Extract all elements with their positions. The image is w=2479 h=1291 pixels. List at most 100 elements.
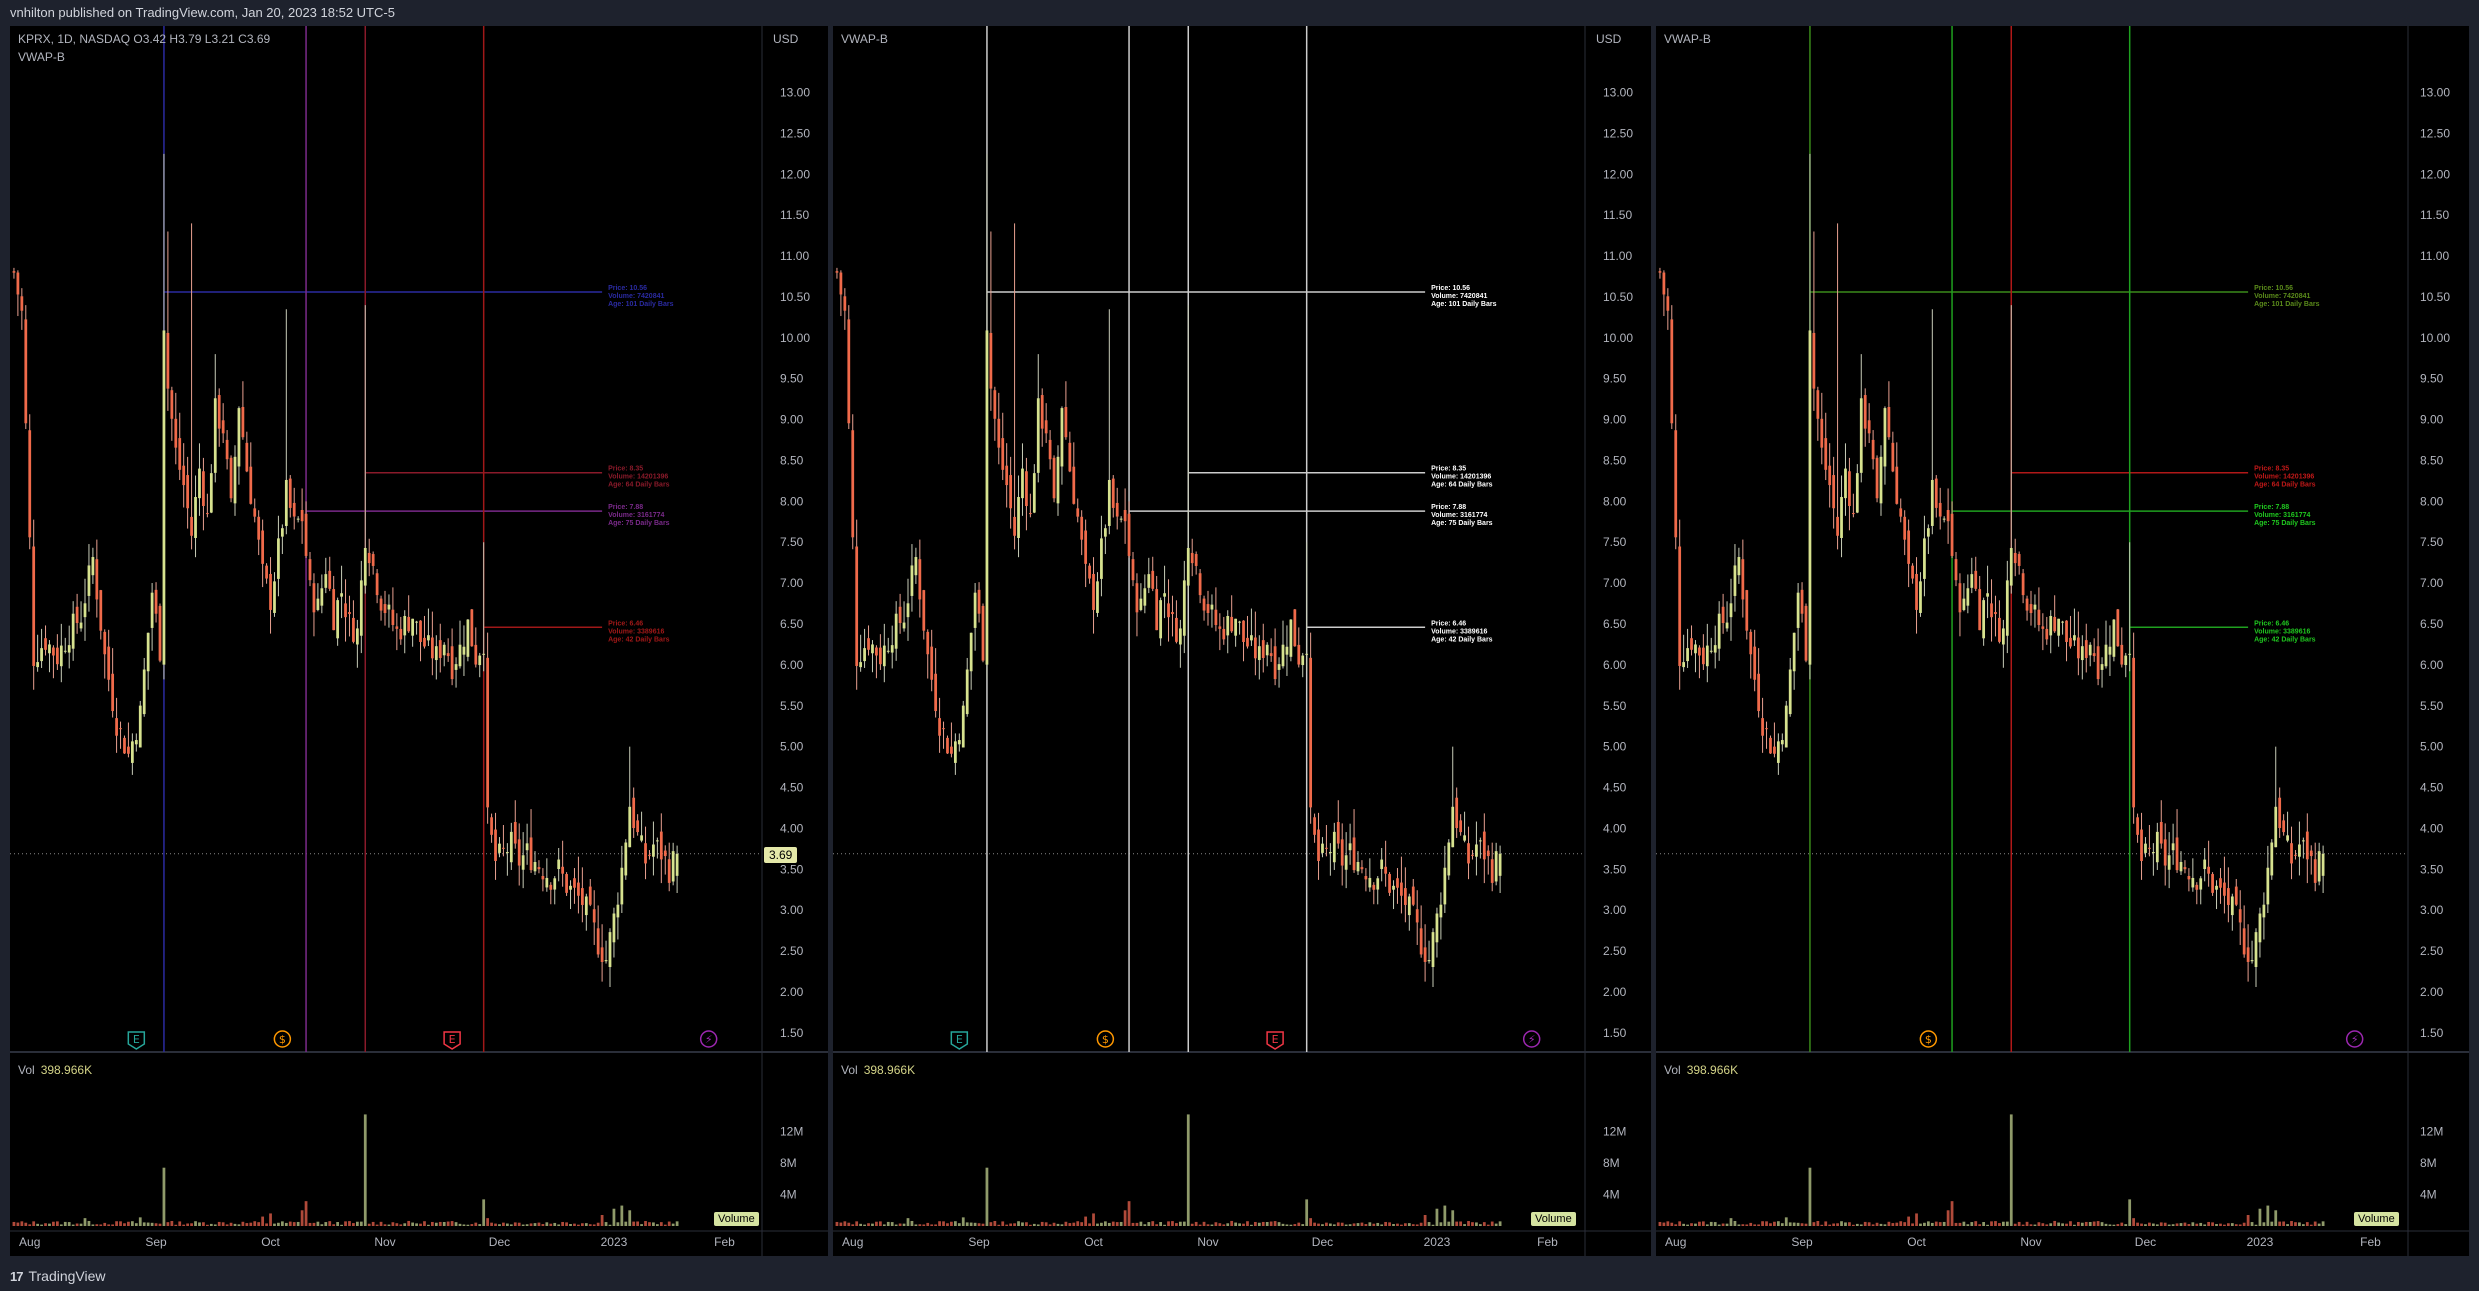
earnings-marker-icon	[127, 1031, 146, 1050]
anchor-price-label: Price: 7.88	[2254, 504, 2289, 511]
volume-bar	[1175, 1223, 1178, 1226]
candle-body	[1800, 589, 1804, 614]
volume-bar	[1475, 1222, 1478, 1226]
candle-body	[1891, 442, 1895, 472]
anchor-price-label: Price: 8.35	[2254, 466, 2289, 473]
tradingview-logo-icon[interactable]: 17	[10, 1269, 24, 1284]
candle-body	[1210, 604, 1214, 610]
volume-bar	[1403, 1223, 1407, 1226]
volume-bar	[1131, 1222, 1135, 1226]
candle-body	[1998, 617, 2001, 642]
volume-bar	[1482, 1222, 1486, 1226]
candle-body	[608, 932, 612, 968]
candle-body	[1305, 653, 1309, 655]
volume-bar	[1056, 1223, 1060, 1226]
x-tick-label: 2023	[601, 1235, 628, 1249]
volume-bar	[1064, 1221, 1068, 1226]
indicator-label[interactable]: VWAP-B	[1664, 32, 1711, 46]
candle-body	[561, 866, 565, 874]
chart-svg-middle[interactable]: 13.00 12.50 12.00 11.50 11.00 10.50 10.00 9.50 9…	[833, 26, 1651, 1256]
y-tick-label: 8.00	[780, 494, 804, 508]
candle-body	[1321, 843, 1324, 853]
y-tick-label: 2.50	[1603, 944, 1627, 958]
volume-bar	[1694, 1223, 1697, 1226]
volume-bar	[1356, 1223, 1360, 1226]
candle-body	[1194, 554, 1198, 566]
candle-body	[2132, 657, 2136, 808]
candle-body	[2076, 637, 2080, 659]
candle-body	[977, 589, 981, 614]
volume-bar	[1115, 1222, 1119, 1226]
anchor-age-label: Age: 64 Daily Bars	[1431, 482, 1493, 489]
candle-body	[565, 874, 568, 893]
indicator-label[interactable]: VWAP-B	[841, 32, 888, 46]
volume-bar	[1443, 1205, 1447, 1226]
symbol-info: KPRX, 1D, NASDAQ	[18, 32, 131, 46]
candle-body	[221, 420, 225, 434]
y-tick-label: 13.00	[2420, 86, 2450, 100]
y-tick-label: 3.50	[1603, 862, 1627, 876]
volume-bar	[36, 1223, 40, 1226]
candle-body	[1828, 465, 1832, 486]
anchor-age-label: Age: 101 Daily Bars	[2254, 301, 2319, 308]
footer-brand[interactable]: TradingView	[28, 1268, 106, 1284]
chart-panel-right[interactable]: 13.00 12.50 12.00 11.50 11.00 10.50 10.00 9.50 9…	[1656, 26, 2469, 1256]
candle-body	[403, 615, 407, 636]
candle-body	[1836, 516, 1839, 536]
volume-bar	[2092, 1221, 2096, 1226]
candle-body	[1238, 621, 1241, 623]
candle-body	[2258, 913, 2262, 943]
candle-body	[316, 598, 320, 610]
y-tick-label: 10.00	[780, 331, 810, 345]
candle-body	[166, 332, 170, 389]
candle-body	[32, 546, 36, 666]
indicator-label[interactable]: VWAP-B	[18, 50, 65, 64]
volume-bar	[1431, 1224, 1435, 1226]
volume-bar	[320, 1224, 324, 1226]
volume-bar	[1214, 1222, 1218, 1226]
candle-body	[1348, 843, 1352, 851]
candle-body	[202, 471, 205, 507]
candle-body	[150, 592, 154, 628]
volume-bar	[344, 1221, 347, 1226]
volume-bar	[2321, 1221, 2325, 1226]
volume-bar	[2104, 1223, 2108, 1226]
x-tick-label: Oct	[261, 1235, 280, 1249]
candle-body	[2203, 859, 2207, 870]
volume-bar	[1494, 1223, 1498, 1226]
candle-body	[871, 644, 874, 654]
chart-svg-right[interactable]: 13.00 12.50 12.00 11.50 11.00 10.50 10.00 9.50 9…	[1656, 26, 2469, 1256]
volume-bar	[1903, 1222, 1907, 1226]
candle-body	[1761, 718, 1764, 736]
volume-bar	[79, 1223, 83, 1226]
candle-body	[1934, 478, 1938, 508]
volume-bar	[170, 1220, 174, 1226]
candle-body	[1471, 854, 1474, 856]
volume-bar	[1407, 1223, 1411, 1226]
candle-body	[580, 888, 584, 905]
volume-bar	[1682, 1223, 1686, 1226]
volume-bar	[1182, 1221, 1186, 1226]
volume-bar	[1147, 1222, 1151, 1226]
candle-body	[2238, 909, 2242, 923]
volume-bar	[1226, 1223, 1230, 1226]
candle-body	[59, 645, 63, 667]
candle-body	[965, 669, 969, 715]
candle-body	[1851, 513, 1855, 515]
anchor-age-label: Age: 42 Daily Bars	[2254, 636, 2316, 643]
chart-panel-middle[interactable]: 13.00 12.50 12.00 11.50 11.00 10.50 10.00 9.50 9…	[833, 26, 1651, 1256]
volume-bar	[1392, 1224, 1395, 1226]
candle-body	[1682, 662, 1686, 668]
volume-bar	[1745, 1224, 1749, 1226]
candle-body	[1926, 528, 1930, 537]
chart-svg-left[interactable]: 13.00 12.50 12.00 11.50 11.00 10.50 10.00 9.50 9…	[10, 26, 828, 1256]
candle-body	[1246, 637, 1249, 647]
candle-body	[1459, 820, 1463, 833]
volume-bar	[502, 1222, 505, 1226]
candle-body	[79, 622, 83, 629]
candle-body	[1032, 473, 1036, 513]
chart-panel-left[interactable]: 13.00 12.50 12.00 11.50 11.00 10.50 10.00 9.50 9…	[10, 26, 828, 1256]
volume-bar	[328, 1221, 332, 1226]
candle-body	[2211, 874, 2214, 893]
volume-bar	[926, 1222, 930, 1226]
